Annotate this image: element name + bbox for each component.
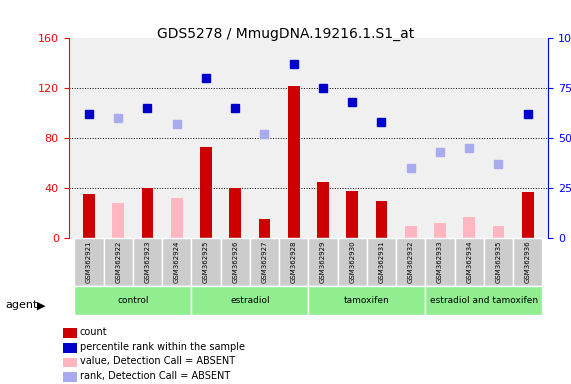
FancyBboxPatch shape <box>191 286 308 315</box>
Bar <box>347 190 358 238</box>
Text: GSM362931: GSM362931 <box>379 240 384 283</box>
Bar <box>288 86 300 238</box>
Text: GSM362922: GSM362922 <box>115 240 121 283</box>
FancyBboxPatch shape <box>455 238 484 286</box>
FancyBboxPatch shape <box>396 238 425 286</box>
FancyBboxPatch shape <box>425 238 455 286</box>
FancyBboxPatch shape <box>308 286 425 315</box>
FancyBboxPatch shape <box>250 238 279 286</box>
Text: GSM362929: GSM362929 <box>320 240 326 283</box>
Text: GSM362923: GSM362923 <box>144 240 151 283</box>
Text: GSM362934: GSM362934 <box>466 240 472 283</box>
Bar <box>171 198 183 238</box>
Text: GSM362935: GSM362935 <box>496 240 501 283</box>
Text: GSM362933: GSM362933 <box>437 240 443 283</box>
Text: GSM362926: GSM362926 <box>232 240 238 283</box>
FancyBboxPatch shape <box>425 286 542 315</box>
Bar <box>493 226 504 238</box>
FancyBboxPatch shape <box>220 238 250 286</box>
Text: GSM362928: GSM362928 <box>291 240 297 283</box>
FancyBboxPatch shape <box>162 238 191 286</box>
Bar <box>83 194 95 238</box>
Bar <box>376 200 387 238</box>
Text: percentile rank within the sample: percentile rank within the sample <box>80 342 245 352</box>
FancyBboxPatch shape <box>191 238 220 286</box>
Text: estradiol and tamoxifen: estradiol and tamoxifen <box>430 296 538 305</box>
Text: GSM362930: GSM362930 <box>349 240 355 283</box>
Text: ▶: ▶ <box>37 300 46 310</box>
Text: count: count <box>80 327 107 337</box>
Text: value, Detection Call = ABSENT: value, Detection Call = ABSENT <box>80 356 235 366</box>
FancyBboxPatch shape <box>513 238 542 286</box>
Text: control: control <box>117 296 148 305</box>
FancyBboxPatch shape <box>133 238 162 286</box>
FancyBboxPatch shape <box>308 238 337 286</box>
Text: GSM362927: GSM362927 <box>262 240 267 283</box>
Bar <box>434 223 446 238</box>
Text: agent: agent <box>6 300 38 310</box>
Text: GSM362921: GSM362921 <box>86 240 92 283</box>
FancyBboxPatch shape <box>103 238 133 286</box>
FancyBboxPatch shape <box>74 238 103 286</box>
FancyBboxPatch shape <box>74 286 191 315</box>
Bar <box>200 147 212 238</box>
Text: GSM362936: GSM362936 <box>525 240 530 283</box>
FancyBboxPatch shape <box>337 238 367 286</box>
FancyBboxPatch shape <box>367 238 396 286</box>
Bar <box>112 203 124 238</box>
Bar <box>463 217 475 238</box>
Text: GSM362924: GSM362924 <box>174 240 180 283</box>
Text: tamoxifen: tamoxifen <box>344 296 390 305</box>
Bar <box>259 219 270 238</box>
Bar <box>405 226 417 238</box>
FancyBboxPatch shape <box>279 238 308 286</box>
Text: GSM362925: GSM362925 <box>203 240 209 283</box>
Text: GSM362932: GSM362932 <box>408 240 414 283</box>
FancyBboxPatch shape <box>484 238 513 286</box>
Bar <box>230 188 241 238</box>
Bar <box>317 182 329 238</box>
Text: GDS5278 / MmugDNA.19216.1.S1_at: GDS5278 / MmugDNA.19216.1.S1_at <box>157 27 414 41</box>
Bar <box>522 192 533 238</box>
Text: estradiol: estradiol <box>230 296 270 305</box>
Text: rank, Detection Call = ABSENT: rank, Detection Call = ABSENT <box>80 371 230 381</box>
Bar <box>142 188 154 238</box>
